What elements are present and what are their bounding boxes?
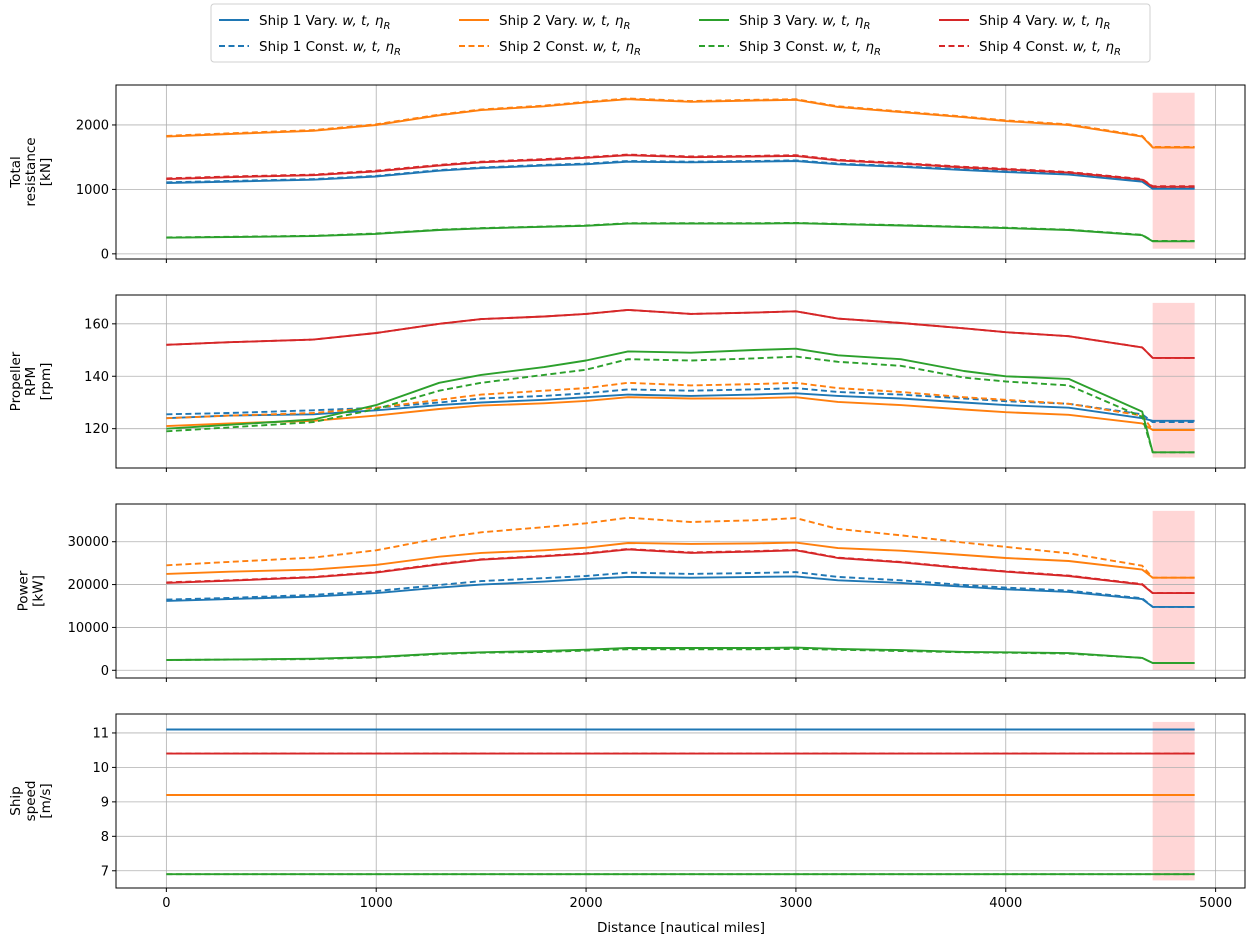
series-line-ship-3-vary: [166, 347, 1195, 454]
series-group: [166, 308, 1195, 454]
legend-entry: Ship 2 Const. w, t, ηR: [459, 39, 641, 58]
series-group: [166, 728, 1195, 876]
series-line-ship-3-const: [166, 647, 1195, 664]
legend-label: Ship 4 Const. w, t, ηR: [979, 39, 1121, 58]
y-tick-label: 8: [101, 830, 109, 845]
legend-label: Ship 3 Const. w, t, ηR: [739, 39, 881, 58]
legend-entry: Ship 2 Vary. w, t, ηR: [459, 13, 630, 32]
legend-label: Ship 3 Vary. w, t, ηR: [739, 13, 870, 32]
highlight-span: [1152, 302, 1195, 458]
legend-entry: Ship 1 Const. w, t, ηR: [219, 39, 401, 58]
series-line-ship-4-const: [166, 308, 1195, 359]
series-line-ship-2-const: [166, 97, 1195, 148]
series-line-ship-1-const: [166, 159, 1195, 190]
series-line-ship-2-vary: [166, 396, 1195, 431]
panel-4: 7 8 9 10 11 0 1000 2000 3000 4000 5000 Shipspeed[m/…: [8, 713, 1246, 911]
series-line-ship-1-const: [166, 571, 1195, 608]
series-line-ship-2-const: [166, 516, 1195, 579]
x-axis-label: Distance [nautical miles]: [597, 920, 765, 936]
legend: Ship 1 Vary. w, t, ηR Ship 1 Const. w, t,…: [210, 3, 1151, 63]
series-line-ship-4-const: [166, 153, 1195, 188]
legend-box: [210, 3, 1151, 63]
legend-label: Ship 2 Vary. w, t, ηR: [499, 13, 630, 32]
y-tick-label: 2000: [76, 118, 109, 133]
y-tick-label: 30000: [68, 535, 109, 550]
legend-label: Ship 4 Vary. w, t, ηR: [979, 13, 1110, 32]
y-tick-label: 160: [84, 317, 109, 332]
x-tick-label: 4000: [989, 896, 1022, 911]
y-tick-label: 7: [101, 864, 109, 879]
highlight-span: [1152, 510, 1195, 671]
axes-frame: [115, 84, 1246, 260]
legend-entry: Ship 4 Const. w, t, ηR: [939, 39, 1121, 58]
axes-frame: [115, 294, 1246, 469]
y-tick-label: 1000: [76, 183, 109, 198]
series-line-ship-3-const: [166, 221, 1195, 242]
y-tick-label: 140: [84, 370, 109, 385]
x-tick-label: 2000: [570, 896, 603, 911]
x-tick-label: 1000: [360, 896, 393, 911]
series-line-ship-3-const: [166, 355, 1195, 454]
y-tick-label: 120: [84, 422, 109, 437]
y-axis-label: PropellerRPM[rpm]: [8, 351, 54, 411]
legend-entry: Ship 3 Vary. w, t, ηR: [699, 13, 870, 32]
chart-panels: 010002000Totalresistance[kN]120140160Pro…: [8, 84, 1246, 911]
panel-1: 0 1000 2000 Totalresistance[kN]: [8, 84, 1246, 263]
y-tick-label: 0: [101, 247, 109, 262]
series-group: [166, 97, 1195, 243]
highlight-span: [1152, 92, 1195, 249]
y-axis-label: Shipspeed[m/s]: [8, 781, 54, 822]
x-tick-label: 0: [162, 896, 170, 911]
y-tick-label: 10: [92, 761, 109, 776]
y-tick-label: 20000: [68, 578, 109, 593]
legend-label: Ship 2 Const. w, t, ηR: [499, 39, 641, 58]
y-tick-label: 9: [101, 795, 109, 810]
legend-entry: Ship 3 Const. w, t, ηR: [699, 39, 881, 58]
highlight-span: [1152, 721, 1195, 881]
series-line-ship-1-vary: [166, 575, 1195, 608]
legend-entry: Ship 4 Vary. w, t, ηR: [939, 13, 1110, 32]
series-line-ship-3-vary: [166, 222, 1195, 243]
series-line-ship-2-vary: [166, 541, 1195, 579]
series-line-ship-4-const: [166, 548, 1195, 595]
y-axis-label: Power[kW]: [16, 570, 47, 611]
y-tick-label: 10000: [68, 621, 109, 636]
legend-label: Ship 1 Const. w, t, ηR: [259, 39, 401, 58]
y-tick-label: 0: [101, 664, 109, 679]
panel-2: 120 140 160 PropellerRPM[rpm]: [8, 294, 1246, 472]
x-tick-label: 5000: [1199, 896, 1232, 911]
panel-3: 0 10000 20000 30000 Power[kW]: [16, 503, 1246, 682]
axes-frame: [115, 503, 1246, 679]
y-tick-label: 11: [92, 726, 109, 741]
legend-entry: Ship 1 Vary. w, t, ηR: [219, 13, 390, 32]
series-line-ship-1-vary: [166, 392, 1195, 422]
axes-frame: [115, 713, 1246, 889]
legend-label: Ship 1 Vary. w, t, ηR: [259, 13, 390, 32]
x-tick-label: 3000: [779, 896, 812, 911]
y-axis-label: Totalresistance[kN]: [8, 137, 54, 206]
series-group: [166, 516, 1195, 664]
